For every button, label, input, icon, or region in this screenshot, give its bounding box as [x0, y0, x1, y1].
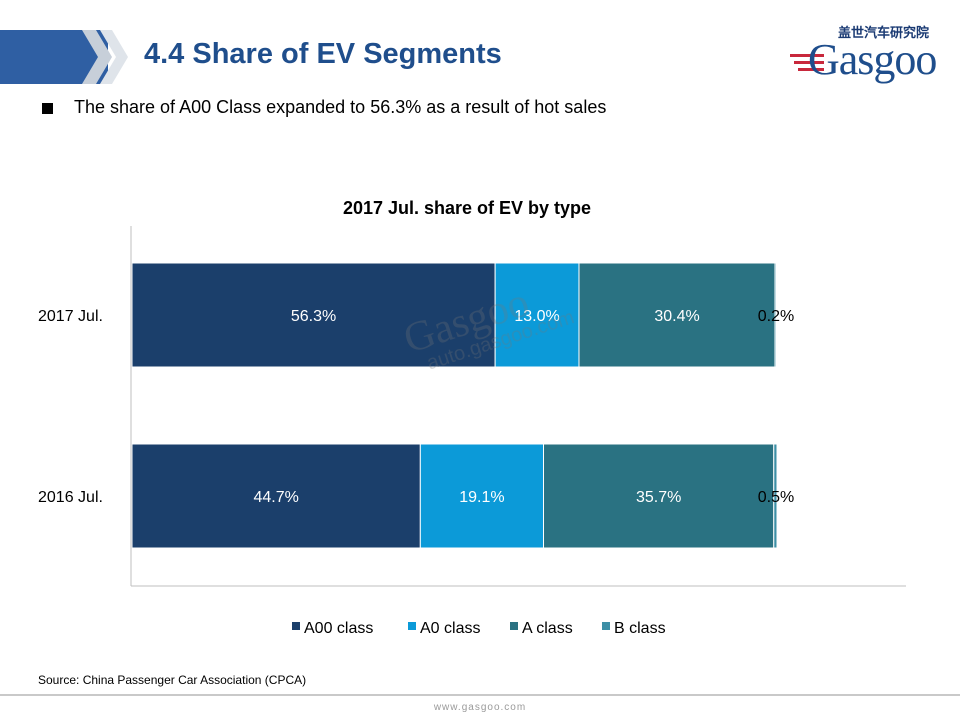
data-label: 35.7%	[636, 489, 681, 506]
bar-segment	[578, 262, 776, 368]
legend-swatch	[292, 622, 300, 630]
legend-label: A class	[522, 620, 573, 637]
logo-stripes-icon	[790, 54, 824, 71]
legend-label: A0 class	[420, 620, 480, 637]
bullet-square-icon	[42, 103, 53, 114]
data-label: 19.1%	[459, 489, 504, 506]
source-note: Source: China Passenger Car Association …	[38, 673, 307, 687]
page-title: 4.4 Share of EV Segments	[144, 38, 502, 70]
bullet-text: The share of A00 Class expanded to 56.3%…	[74, 97, 607, 117]
bar-segment	[773, 443, 778, 549]
footer-divider	[0, 694, 960, 696]
bar-segment	[131, 443, 421, 549]
bar-segment	[419, 443, 545, 549]
legend-label: B class	[614, 620, 666, 637]
legend-label: A00 class	[304, 620, 373, 637]
bar-segment	[131, 262, 496, 368]
legend-swatch	[510, 622, 518, 630]
chart-title: 2017 Jul. share of EV by type	[343, 198, 591, 218]
bar-segment	[494, 262, 580, 368]
bar-segment	[543, 443, 775, 549]
logo-text: Gasgoo	[808, 35, 937, 84]
logo-chinese-text: 盖世汽车研究院	[838, 26, 930, 41]
data-label: 0.2%	[758, 308, 794, 325]
category-label: 2017 Jul.	[38, 308, 103, 325]
legend-swatch	[408, 622, 416, 630]
category-label: 2016 Jul.	[38, 489, 103, 506]
gasgoo-logo: 盖世汽车研究院 Gasgoo	[790, 20, 950, 88]
data-label: 44.7%	[253, 489, 298, 506]
data-label: 13.0%	[514, 308, 559, 325]
data-label: 30.4%	[654, 308, 699, 325]
legend-swatch	[602, 622, 610, 630]
data-label: 56.3%	[291, 308, 336, 325]
data-label: 0.5%	[758, 489, 794, 506]
footer-url: www.gasgoo.com	[433, 702, 527, 713]
bar-segment	[774, 262, 777, 368]
header-chevrons-icon	[82, 30, 128, 84]
